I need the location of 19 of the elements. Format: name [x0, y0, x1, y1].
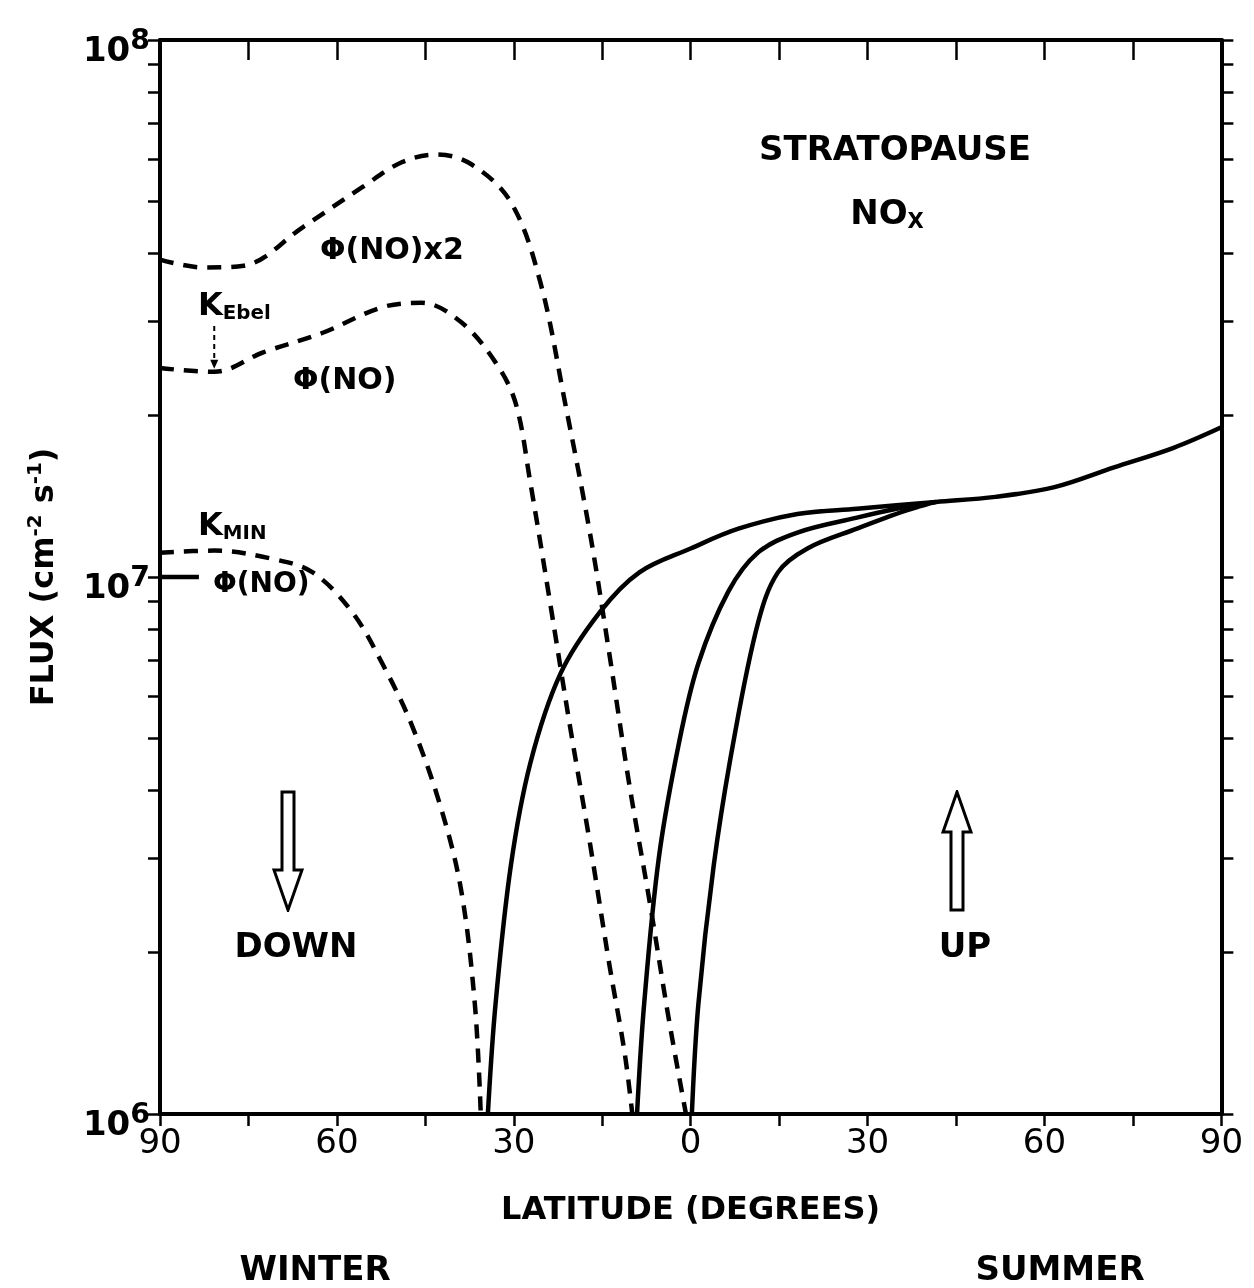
annotation: Φ(NO)x2: [320, 230, 464, 266]
x-axis-title: LATITUDE (DEGREES): [501, 1189, 881, 1227]
annotation: DOWN: [234, 925, 358, 965]
annotation: UP: [938, 925, 992, 965]
annotation: KMIN: [198, 505, 267, 544]
x-tick-label: 0: [679, 1121, 702, 1161]
annotation: KEbel: [198, 285, 271, 324]
x-tick-label: 90: [1199, 1121, 1243, 1161]
x-tick-label: 60: [1022, 1121, 1067, 1161]
text: SUMMER: [975, 1248, 1145, 1288]
text: WINTER: [239, 1248, 391, 1288]
y-axis-title: FLUX (cm-2 s-1): [22, 447, 61, 707]
y-tick-label: 10$^{8}$: [82, 22, 150, 70]
x-tick-label: 60: [315, 1121, 359, 1161]
y-tick-label: 10$^{7}$: [82, 559, 150, 607]
annotation: Φ(NO): [213, 565, 310, 599]
annotation: Φ(NO): [293, 360, 397, 396]
x-tick-label: 30: [492, 1121, 536, 1161]
x-tick-label: 30: [845, 1121, 890, 1161]
